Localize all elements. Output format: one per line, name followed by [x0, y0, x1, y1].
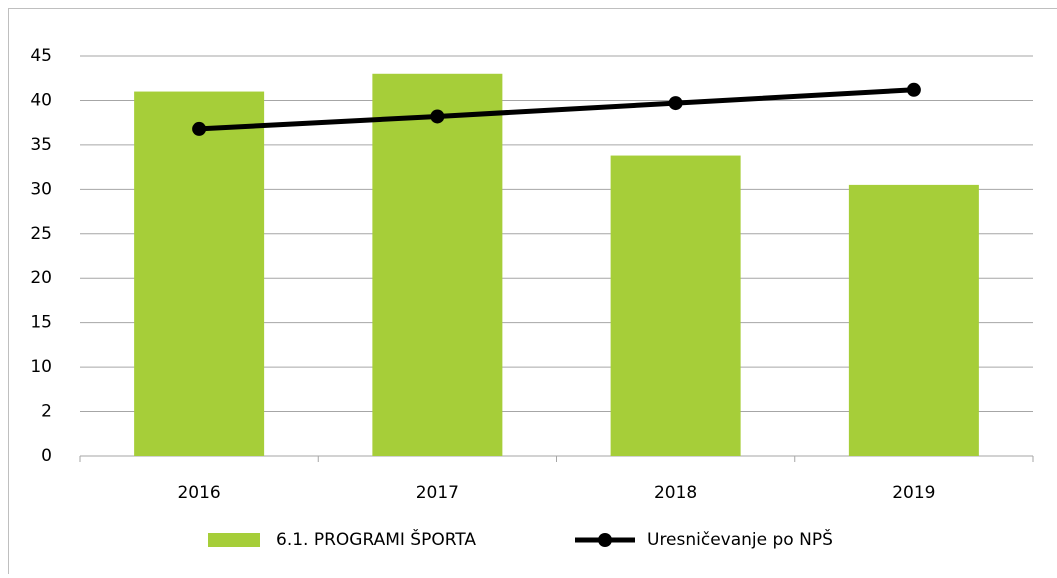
y-tick-label: 40 — [30, 90, 52, 110]
legend-swatch — [208, 533, 260, 547]
bar — [611, 156, 741, 456]
y-tick-label: 35 — [30, 135, 52, 155]
y-tick-label: 20 — [30, 268, 52, 288]
y-tick-label: 15 — [30, 313, 52, 333]
bar — [372, 74, 502, 456]
x-tick-label: 2019 — [892, 483, 935, 503]
bar — [134, 92, 264, 456]
y-tick-label: 10 — [30, 357, 52, 377]
y-tick-label: 25 — [30, 224, 52, 244]
y-tick-label: 2 — [41, 402, 52, 422]
line-marker — [430, 109, 444, 123]
legend-label: 6.1. PROGRAMI ŠPORTA — [276, 528, 476, 550]
line-marker — [192, 122, 206, 136]
line — [199, 90, 914, 129]
y-tick-label: 0 — [41, 446, 52, 466]
bar — [849, 185, 979, 456]
y-tick-label: 45 — [30, 46, 52, 66]
legend-label: Uresničevanje po NPŠ — [647, 528, 833, 550]
x-tick-label: 2017 — [416, 483, 459, 503]
x-tick-label: 2016 — [177, 483, 220, 503]
legend-swatch-marker — [598, 533, 612, 547]
x-tick-label: 2018 — [654, 483, 697, 503]
line-marker — [907, 83, 921, 97]
line-marker — [669, 96, 683, 110]
y-tick-label: 30 — [30, 179, 52, 199]
